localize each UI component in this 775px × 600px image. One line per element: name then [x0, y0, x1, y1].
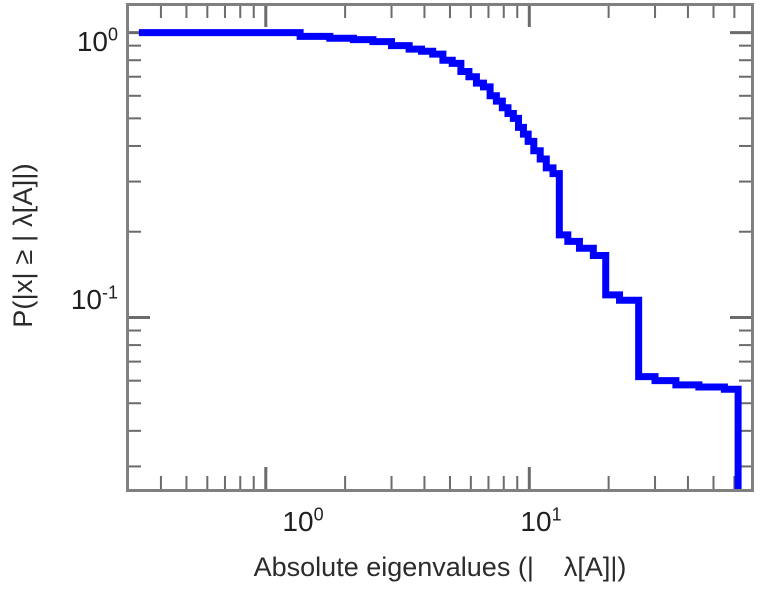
data-series-layer	[138, 29, 742, 489]
axis-ticks-layer	[127, 5, 753, 489]
plot-frame	[126, 3, 754, 492]
data-series-line	[138, 29, 742, 489]
y-axis-label-container: P(|x| ≥ | λ[A]|)	[0, 0, 46, 490]
y-axis-label: P(|x| ≥ | λ[A]|)	[7, 162, 38, 328]
y-tick-mantissa-0: 10	[76, 26, 108, 57]
x-tick-label-1e0: 100	[282, 506, 323, 538]
y-tick-label-1e0: 100	[46, 26, 118, 58]
x-tick-mantissa-1: 10	[520, 506, 552, 537]
x-tick-label-1e1: 101	[520, 506, 561, 538]
y-tick-mantissa-1: 10	[70, 284, 102, 315]
x-tick-exponent-0: 0	[313, 504, 324, 525]
y-tick-exponent-0: 0	[107, 24, 118, 45]
x-axis-label: Absolute eigenvalues (| λ[A]|)	[253, 552, 627, 582]
y-tick-exponent-1: -1	[101, 282, 118, 303]
y-tick-label-1e-1: 10-1	[40, 284, 118, 316]
x-tick-exponent-1: 1	[551, 504, 562, 525]
x-tick-mantissa-0: 10	[282, 506, 314, 537]
